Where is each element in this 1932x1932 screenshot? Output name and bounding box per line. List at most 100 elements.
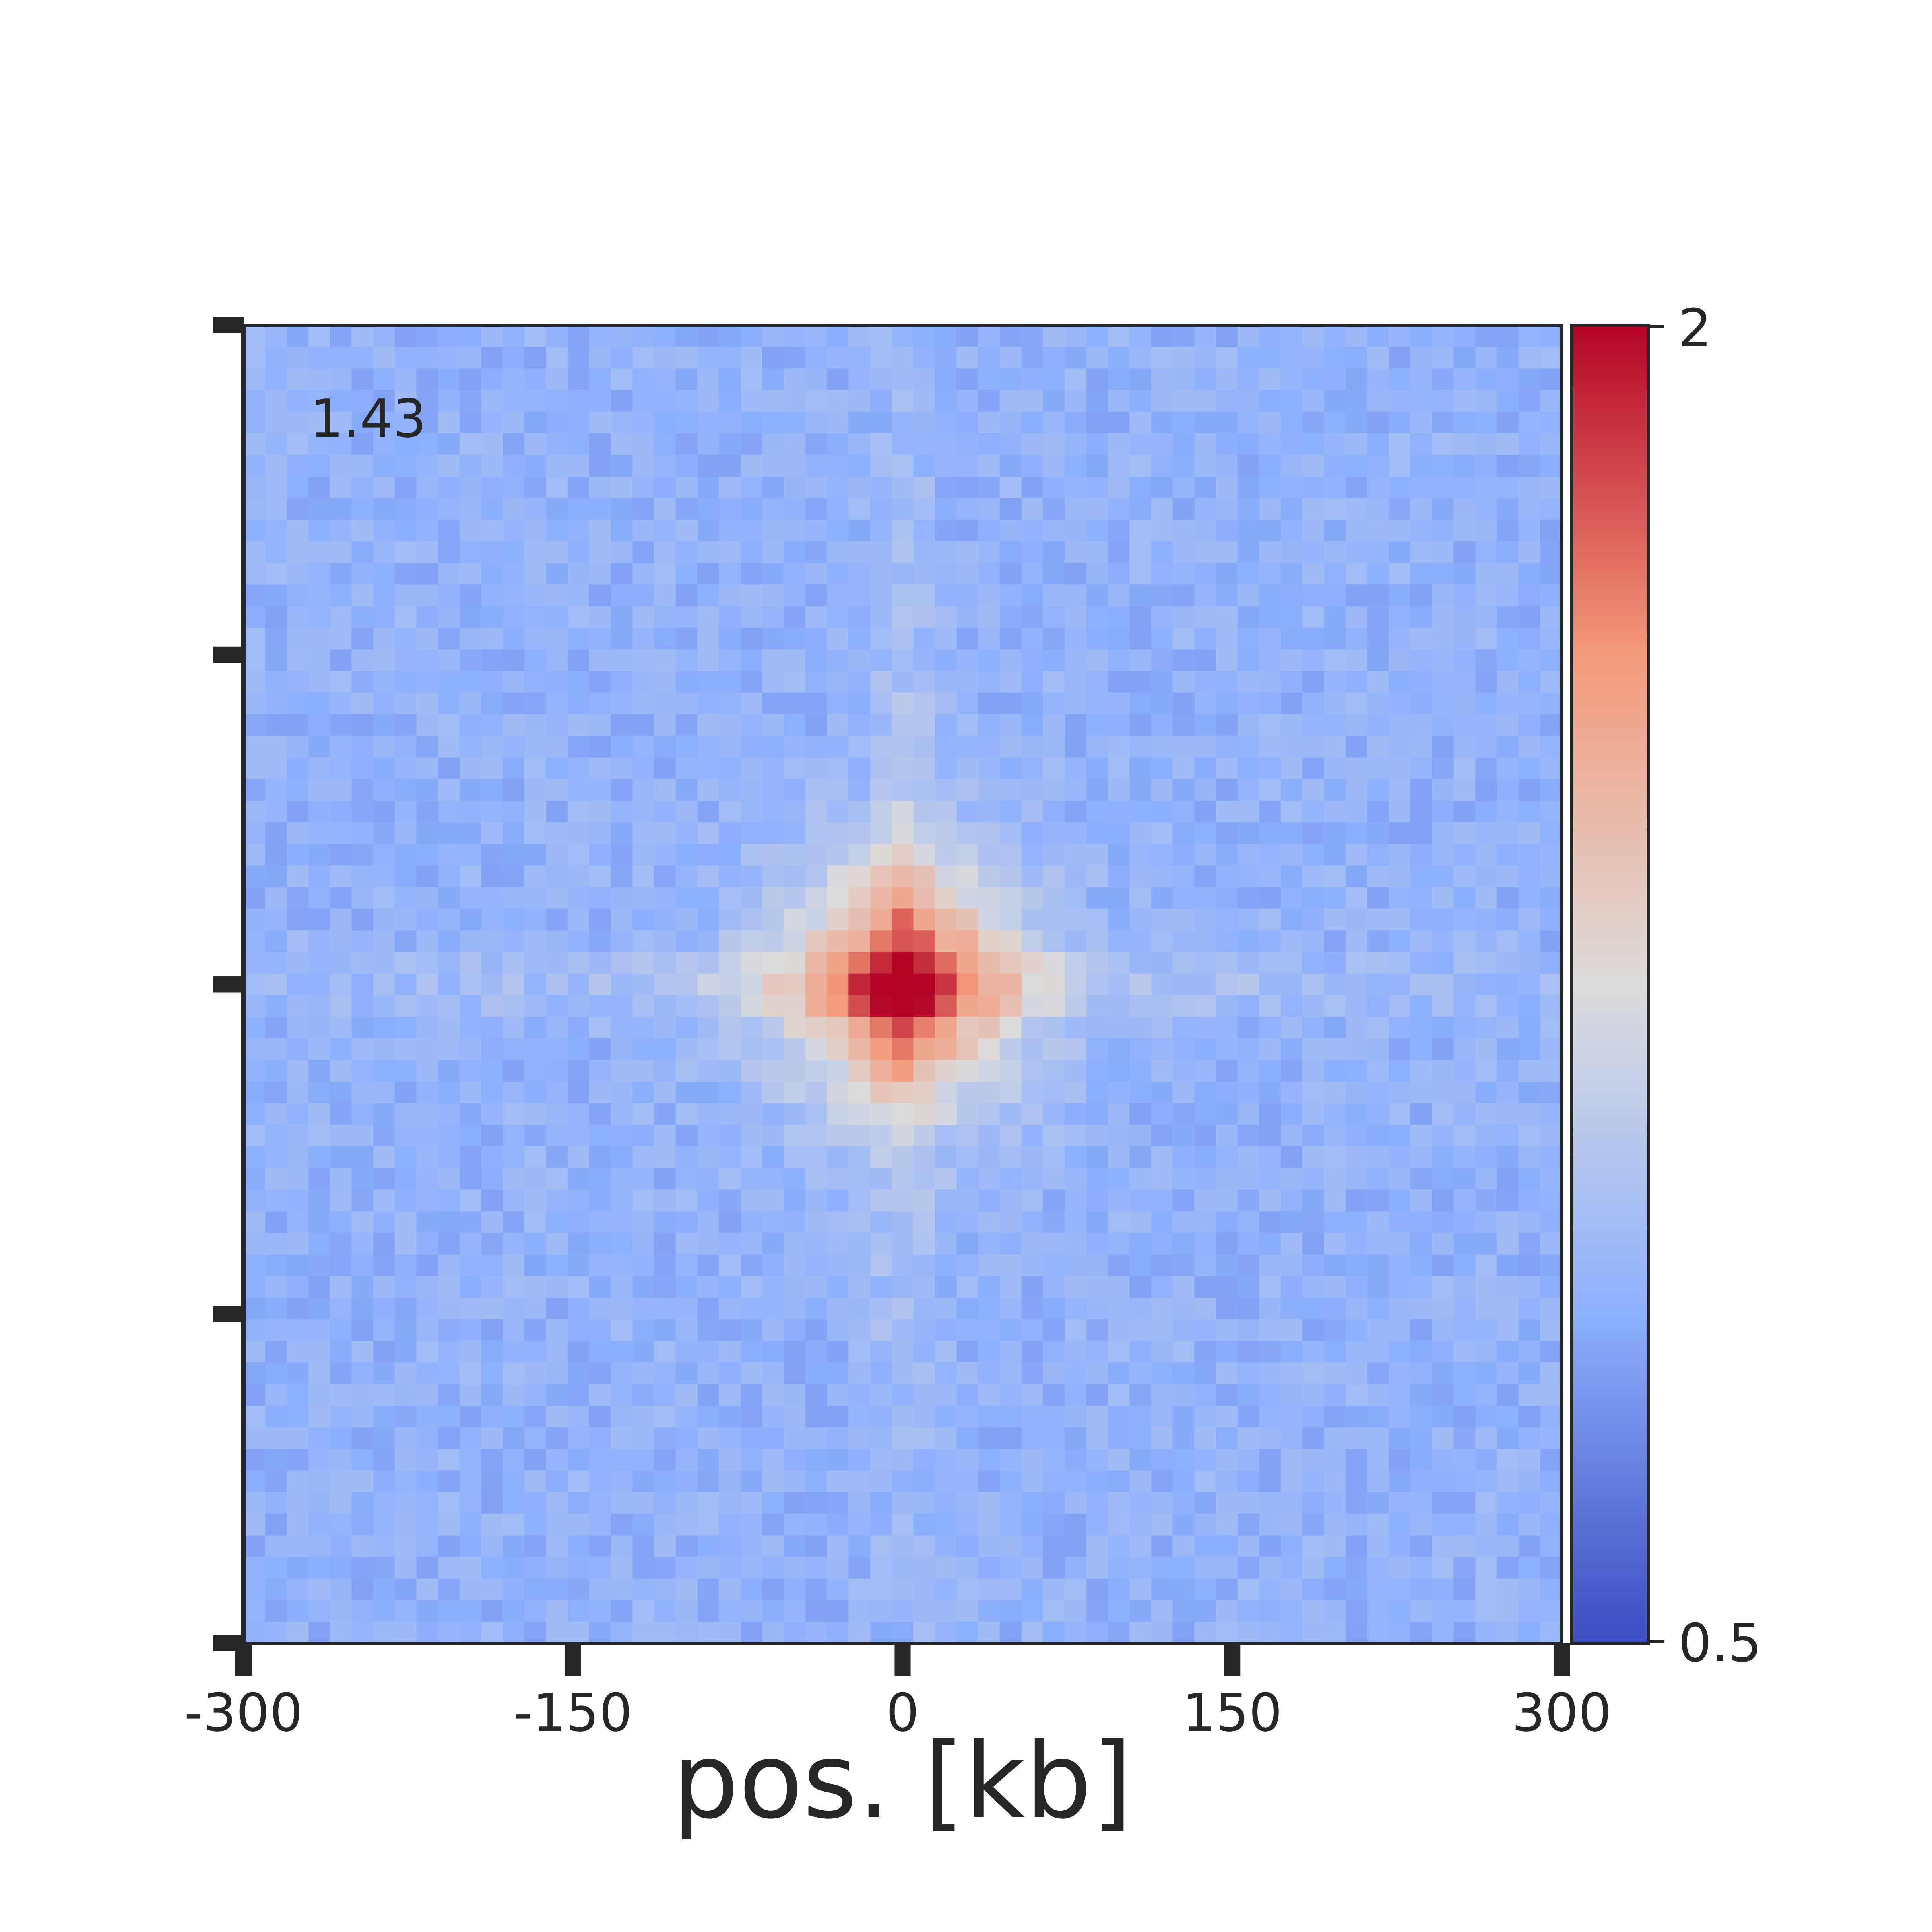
heatmap-cell xyxy=(459,1622,482,1644)
heatmap-cell xyxy=(1389,1513,1411,1536)
heatmap-cell xyxy=(1108,1341,1130,1363)
heatmap-cell xyxy=(1346,1557,1368,1579)
heatmap-cell xyxy=(675,1017,698,1039)
heatmap-cell xyxy=(459,627,482,650)
heatmap-cell xyxy=(351,1319,374,1341)
heatmap-cell xyxy=(784,692,806,714)
heatmap-cell xyxy=(1216,757,1238,780)
heatmap-cell xyxy=(481,1341,503,1363)
heatmap-cell xyxy=(244,1578,266,1601)
heatmap-cell xyxy=(1518,973,1540,995)
heatmap-cell xyxy=(1216,1578,1238,1601)
heatmap-cell xyxy=(848,1622,871,1644)
heatmap-cell xyxy=(1475,1513,1497,1536)
heatmap-cell xyxy=(1129,973,1152,995)
heatmap-cell xyxy=(1021,779,1044,801)
heatmap-cell xyxy=(1129,1254,1152,1276)
heatmap-cell xyxy=(1129,541,1152,564)
heatmap-cell xyxy=(1216,1125,1238,1147)
heatmap-cell xyxy=(1216,1017,1238,1039)
heatmap-cell xyxy=(913,1103,935,1125)
heatmap-cell xyxy=(848,1189,871,1212)
heatmap-cell xyxy=(1065,411,1087,434)
heatmap-cell xyxy=(1281,1578,1303,1601)
heatmap-cell xyxy=(675,671,698,693)
heatmap-cell xyxy=(848,1211,871,1233)
heatmap-cell xyxy=(568,908,590,931)
heatmap-cell xyxy=(1432,908,1454,931)
heatmap-cell xyxy=(740,714,763,736)
heatmap-cell xyxy=(1021,1297,1044,1320)
heatmap-cell xyxy=(459,1600,482,1622)
heatmap-cell xyxy=(459,498,482,520)
heatmap-cell xyxy=(1194,930,1216,952)
heatmap-cell xyxy=(1432,1254,1454,1276)
heatmap-cell xyxy=(330,1060,352,1082)
heatmap-cell xyxy=(1129,1362,1152,1385)
heatmap-cell xyxy=(956,1449,979,1471)
heatmap-cell xyxy=(265,1362,287,1385)
heatmap-cell xyxy=(632,1513,654,1536)
heatmap-cell xyxy=(481,1060,503,1082)
heatmap-cell xyxy=(1129,520,1152,542)
heatmap-cell xyxy=(459,1146,482,1168)
heatmap-cell xyxy=(611,1470,633,1492)
heatmap-cell xyxy=(1216,973,1238,995)
heatmap-cell xyxy=(870,779,892,801)
heatmap-cell xyxy=(373,1449,395,1471)
heatmap-cell xyxy=(1346,1319,1368,1341)
heatmap-cell xyxy=(1324,865,1346,888)
heatmap-cell xyxy=(1475,908,1497,931)
heatmap-cell xyxy=(1216,995,1238,1017)
heatmap-cell xyxy=(675,692,698,714)
heatmap-cell xyxy=(870,347,892,369)
heatmap-cell xyxy=(956,1038,979,1061)
heatmap-cell xyxy=(1000,1232,1022,1255)
heatmap-cell xyxy=(265,1060,287,1082)
heatmap-cell xyxy=(1518,952,1540,974)
heatmap-cell xyxy=(308,1362,330,1385)
heatmap-cell xyxy=(1086,736,1108,758)
heatmap-cell xyxy=(438,671,460,693)
heatmap-cell xyxy=(1065,1125,1087,1147)
heatmap-cell xyxy=(1000,563,1022,585)
heatmap-cell xyxy=(330,1189,352,1212)
heatmap-cell xyxy=(1389,563,1411,585)
heatmap-cell xyxy=(675,930,698,952)
heatmap-cell xyxy=(740,1103,763,1125)
heatmap-cell xyxy=(611,390,633,412)
heatmap-cell xyxy=(611,1211,633,1233)
heatmap-cell xyxy=(244,627,266,650)
heatmap-cell xyxy=(1389,390,1411,412)
heatmap-cell xyxy=(265,1600,287,1622)
heatmap-cell xyxy=(244,455,266,477)
heatmap-cell xyxy=(524,520,547,542)
heatmap-cell xyxy=(697,476,719,499)
heatmap-cell xyxy=(1108,411,1130,434)
heatmap-cell xyxy=(1065,1254,1087,1276)
heatmap-cell xyxy=(1346,368,1368,390)
heatmap-cell xyxy=(719,476,741,499)
heatmap-cell xyxy=(330,1406,352,1428)
heatmap-cell xyxy=(1065,930,1087,952)
heatmap-cell xyxy=(589,390,611,412)
heatmap-cell xyxy=(1043,1103,1065,1125)
heatmap-cell xyxy=(892,930,914,952)
heatmap-cell xyxy=(956,1254,979,1276)
heatmap-cell xyxy=(784,1017,806,1039)
heatmap-cell xyxy=(568,368,590,390)
heatmap-cell xyxy=(265,844,287,866)
heatmap-cell xyxy=(978,930,1000,952)
heatmap-cell xyxy=(827,390,849,412)
heatmap-cell xyxy=(1346,865,1368,888)
heatmap-cell xyxy=(244,411,266,434)
heatmap-cell xyxy=(1065,1276,1087,1298)
heatmap-cell xyxy=(956,476,979,499)
heatmap-cell xyxy=(1453,1384,1476,1406)
heatmap-cell xyxy=(1259,1341,1281,1363)
heatmap-cell xyxy=(956,1017,979,1039)
heatmap-cell xyxy=(1475,1427,1497,1449)
heatmap-cell xyxy=(503,563,525,585)
heatmap-cell xyxy=(416,973,438,995)
heatmap-cell xyxy=(1172,865,1195,888)
